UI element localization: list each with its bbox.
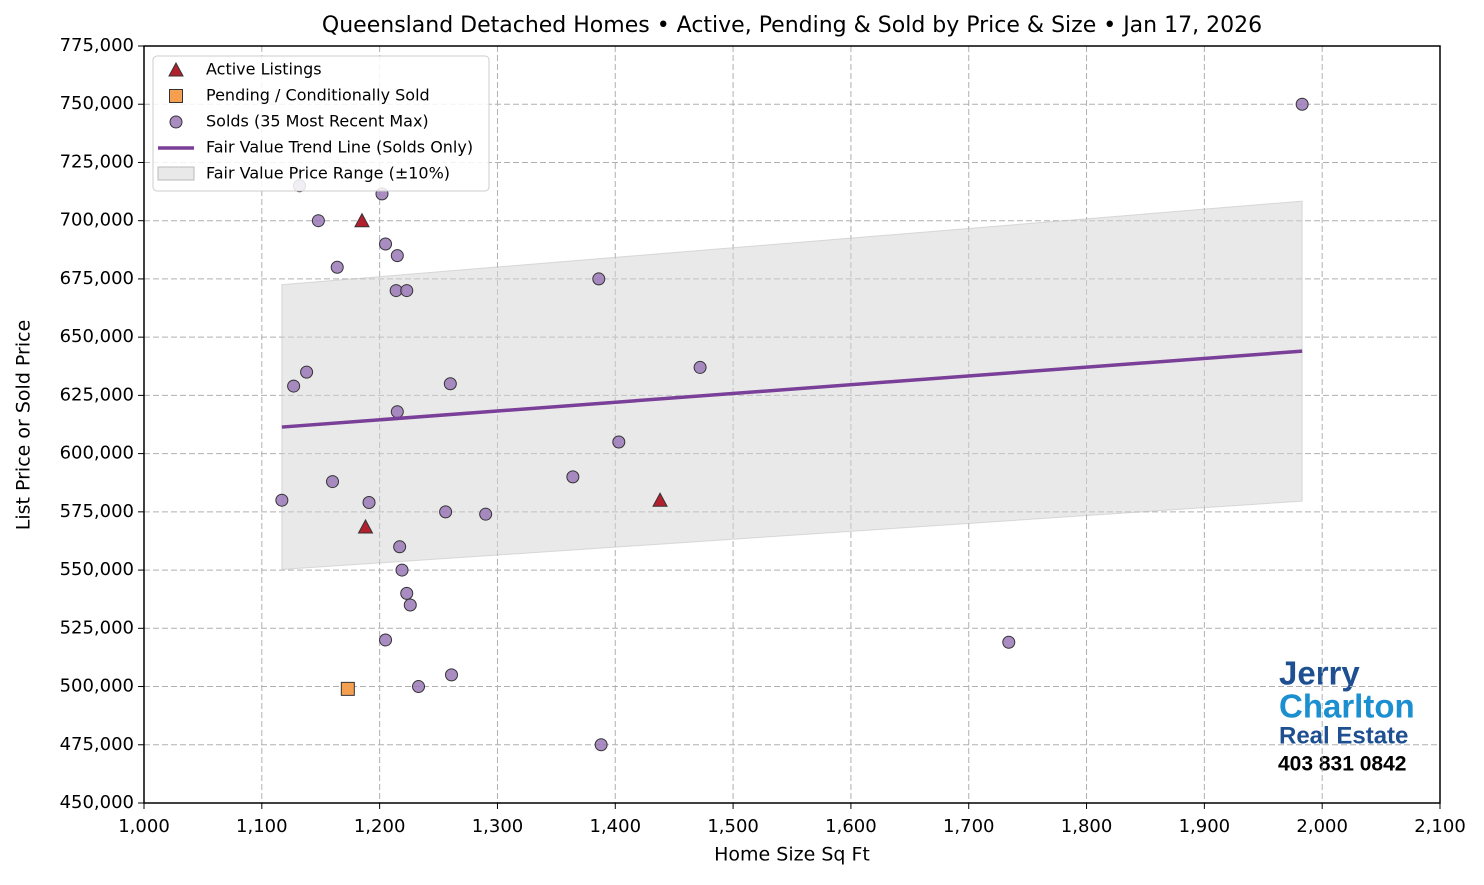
data-point (340, 681, 355, 696)
data-point (390, 405, 404, 419)
x-axis-label: Home Size Sq Ft (714, 844, 870, 866)
x-tick-label: 1,200 (354, 816, 406, 837)
legend-marker (169, 115, 183, 129)
data-point (326, 475, 340, 489)
x-tick-label: 1,400 (590, 816, 642, 837)
data-point (390, 249, 404, 263)
chart-title: Queensland Detached Homes • Active, Pend… (322, 13, 1262, 38)
data-point (275, 493, 289, 507)
y-tick-label: 500,000 (60, 676, 134, 697)
x-tick-label: 2,000 (1296, 816, 1348, 837)
y-tick-label: 475,000 (60, 734, 134, 755)
data-point (354, 212, 370, 228)
data-point (443, 377, 457, 391)
data-point (400, 284, 414, 298)
x-tick-label: 1,900 (1179, 816, 1231, 837)
data-point (445, 668, 459, 682)
y-tick-label: 525,000 (60, 617, 134, 638)
legend-marker (157, 166, 195, 181)
y-tick-label: 625,000 (60, 384, 134, 405)
x-tick-label: 1,600 (825, 816, 877, 837)
y-tick-label: 575,000 (60, 501, 134, 522)
data-point (652, 492, 668, 507)
legend-label: Active Listings (206, 60, 322, 79)
data-point (1002, 635, 1016, 649)
y-tick-label: 600,000 (60, 443, 134, 464)
data-point (566, 470, 580, 484)
x-tick-label: 1,700 (943, 816, 995, 837)
legend-label: Fair Value Price Range (±10%) (206, 164, 450, 183)
x-tick-label: 1,800 (1061, 816, 1113, 837)
data-point (287, 379, 301, 393)
logo: Jerry Charlton Real Estate 403 831 0842 (1278, 655, 1415, 776)
x-tick-label: 1,100 (236, 816, 288, 837)
data-point (439, 505, 453, 519)
data-point (479, 507, 493, 521)
data-point (592, 272, 606, 286)
plot-frame (143, 45, 1441, 804)
data-point (1295, 97, 1309, 111)
data-point (330, 260, 344, 274)
data-point (400, 586, 414, 600)
y-tick-label: 725,000 (60, 151, 134, 172)
data-point (362, 496, 376, 510)
data-point (311, 214, 325, 228)
legend-label: Solds (35 Most Recent Max) (206, 112, 429, 131)
legend-label: Pending / Conditionally Sold (206, 86, 430, 105)
legend-box (152, 55, 490, 192)
legend-label: Fair Value Trend Line (Solds Only) (206, 138, 473, 157)
y-tick-label: 775,000 (60, 35, 134, 56)
logo-text: Real Estate (1279, 722, 1408, 749)
logo-text: Charlton (1279, 688, 1415, 725)
logo-text: 403 831 0842 (1278, 753, 1406, 776)
data-point (412, 680, 426, 694)
data-point (594, 738, 608, 752)
data-point (379, 633, 393, 647)
data-point (693, 360, 707, 374)
data-point (393, 540, 407, 554)
price-band (281, 200, 1303, 571)
logo-text: Jerry (1279, 655, 1360, 692)
x-tick-label: 2,100 (1414, 816, 1466, 837)
y-tick-label: 675,000 (60, 268, 134, 289)
data-point (612, 435, 626, 449)
data-point (379, 237, 393, 251)
trend-line (281, 349, 1303, 429)
y-axis-label: List Price or Sold Price (13, 320, 35, 531)
y-tick-label: 650,000 (60, 326, 134, 347)
data-point (357, 518, 374, 534)
x-tick-label: 1,500 (707, 816, 759, 837)
y-tick-label: 450,000 (60, 792, 134, 813)
legend-marker (169, 89, 183, 103)
y-tick-label: 750,000 (60, 93, 134, 114)
data-point (403, 598, 417, 612)
y-tick-label: 550,000 (60, 559, 134, 580)
x-tick-label: 1,300 (472, 816, 524, 837)
data-point (300, 365, 314, 379)
legend: Active Listings Pending / Conditionally S… (152, 55, 490, 192)
y-tick-label: 700,000 (60, 210, 134, 231)
legend-marker (168, 61, 184, 77)
x-tick-label: 1,000 (118, 816, 170, 837)
data-point (395, 563, 409, 577)
